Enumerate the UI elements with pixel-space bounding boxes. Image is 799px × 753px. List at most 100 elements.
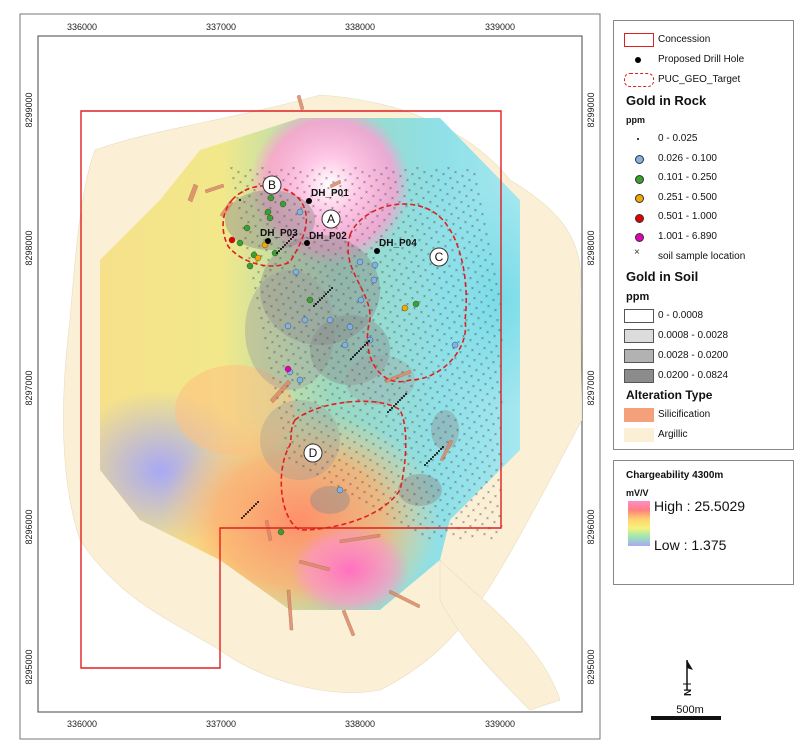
- soil-sample-cross: ×: [446, 192, 449, 198]
- soil-sample-cross: ×: [351, 492, 354, 498]
- soil-sample-cross: ×: [369, 272, 372, 278]
- soil-sample-cross: ×: [473, 234, 476, 240]
- soil-sample-cross: ×: [258, 306, 261, 312]
- soil-sample-cross: ×: [442, 358, 445, 364]
- soil-sample-cross: ×: [373, 168, 376, 174]
- soil-sample-cross: ×: [384, 378, 387, 384]
- soil-sample-cross: ×: [302, 340, 305, 346]
- soil-sample-cross: ×: [413, 430, 416, 436]
- soil-sample-cross: ×: [420, 434, 423, 440]
- soil-sample-cross: ×: [479, 264, 482, 270]
- legend-item-soil-class: 0.0200 - 0.0824: [614, 367, 795, 385]
- soil-sample-cross: ×: [475, 182, 478, 188]
- soil-sample-cross: ×: [256, 172, 259, 178]
- soil-sample-cross: ×: [376, 462, 379, 468]
- soil-sample-cross: ×: [317, 198, 320, 204]
- soil-sample-cross: ×: [238, 206, 241, 212]
- soil-sample-cross: ×: [493, 334, 496, 340]
- rock-sample-point: [440, 448, 442, 450]
- soil-sample-cross: ×: [255, 198, 258, 204]
- soil-sample-cross: ×: [375, 488, 378, 494]
- soil-sample-cross: ×: [299, 356, 302, 362]
- soil-sample-cross: ×: [409, 286, 412, 292]
- soil-sample-cross: ×: [393, 206, 396, 212]
- soil-sample-cross: ×: [382, 492, 385, 498]
- soil-sample-cross: ×: [347, 286, 350, 292]
- legend-item-soil-class-swatch: [624, 349, 654, 363]
- soil-sample-cross: ×: [497, 478, 500, 484]
- soil-sample-cross: ×: [381, 456, 384, 462]
- soil-sample-cross: ×: [444, 244, 447, 250]
- soil-sample-cross: ×: [429, 510, 432, 516]
- rock-sample-point: [357, 296, 365, 304]
- soil-sample-cross: ×: [474, 456, 477, 462]
- soil-sample-cross: ×: [416, 414, 419, 420]
- soil-sample-cross: ×: [398, 324, 401, 330]
- soil-sample-cross: ×: [262, 264, 265, 270]
- soil-sample-cross: ×: [379, 384, 382, 390]
- soil-sample-cross: ×: [485, 294, 488, 300]
- soil-sample-cross: ×: [243, 200, 246, 206]
- soil-sample-cross: ×: [469, 462, 472, 468]
- soil-sample-cross: ×: [257, 270, 260, 276]
- soil-sample-cross: ×: [471, 534, 474, 540]
- soil-sample-cross: ×: [418, 362, 421, 368]
- soil-sample-cross: ×: [325, 176, 328, 182]
- soil-sample-cross: ×: [370, 370, 373, 376]
- soil-sample-cross: ×: [367, 386, 370, 392]
- soil-sample-cross: ×: [339, 370, 342, 376]
- soil-sample-cross: ×: [328, 408, 331, 414]
- soil-sample-cross: ×: [378, 410, 381, 416]
- soil-sample-cross: ×: [490, 474, 493, 480]
- soil-sample-cross: ×: [396, 252, 399, 258]
- drill-hole-label: DH_P02: [309, 231, 347, 242]
- legend-item-rock-class: 0.026 - 0.100: [614, 150, 795, 168]
- soil-sample-cross: ×: [418, 424, 421, 430]
- soil-sample-cross: ×: [463, 370, 466, 376]
- soil-sample-cross: ×: [467, 204, 470, 210]
- soil-sample-cross: ×: [405, 266, 408, 272]
- soil-sample-cross: ×: [382, 182, 385, 188]
- soil-sample-cross: ×: [334, 190, 337, 196]
- soil-sample-cross: ×: [364, 464, 367, 470]
- soil-sample-cross: ×: [361, 232, 364, 238]
- rock-sample-point: [331, 287, 333, 289]
- soil-sample-cross: ×: [471, 410, 474, 416]
- soil-sample-cross: ×: [302, 402, 305, 408]
- soil-sample-cross: ×: [407, 276, 410, 282]
- x-tick-label: 337000: [206, 22, 236, 32]
- soil-sample-cross: ×: [306, 360, 309, 366]
- soil-sample-cross: ×: [382, 368, 385, 374]
- soil-sample-cross: ×: [292, 228, 295, 234]
- rock-sample-point: [319, 299, 321, 301]
- chargeability-high: High : 25.5029: [654, 498, 746, 514]
- soil-sample-cross: ×: [421, 470, 424, 476]
- concession-boundary: [80, 110, 502, 669]
- soil-sample-cross: ×: [473, 358, 476, 364]
- soil-sample-cross: ×: [466, 168, 469, 174]
- soil-sample-cross: ×: [325, 300, 328, 306]
- soil-sample-cross: ×: [351, 244, 354, 250]
- soil-sample-cross: ×: [465, 194, 468, 200]
- soil-sample-cross: ×: [344, 364, 347, 370]
- soil-sample-cross: ×: [451, 434, 454, 440]
- soil-sample-cross: ×: [422, 444, 425, 450]
- soil-sample-cross: ×: [372, 442, 375, 448]
- soil-sample-cross: ×: [494, 308, 497, 314]
- rock-sample-point: [356, 258, 364, 266]
- concession-swatch: [624, 33, 654, 47]
- soil-sample-cross: ×: [295, 460, 298, 466]
- soil-sample-cross: ×: [324, 202, 327, 208]
- soil-sample-cross: ×: [416, 166, 419, 172]
- rock-sample-point: [432, 456, 434, 458]
- soil-sample-cross: ×: [450, 212, 453, 218]
- soil-sample-cross: ×: [407, 524, 410, 530]
- soil-sample-cross: ×: [461, 298, 464, 304]
- rock-sample-point: [292, 236, 294, 238]
- soil-sample-cross: ×: [329, 196, 332, 202]
- soil-sample-cross: ×: [409, 472, 412, 478]
- soil-sample-cross: ×: [451, 310, 454, 316]
- soil-sample-cross: ×: [438, 276, 441, 282]
- soil-sample-cross: ×: [248, 194, 251, 200]
- soil-sample-cross: ×: [422, 196, 425, 202]
